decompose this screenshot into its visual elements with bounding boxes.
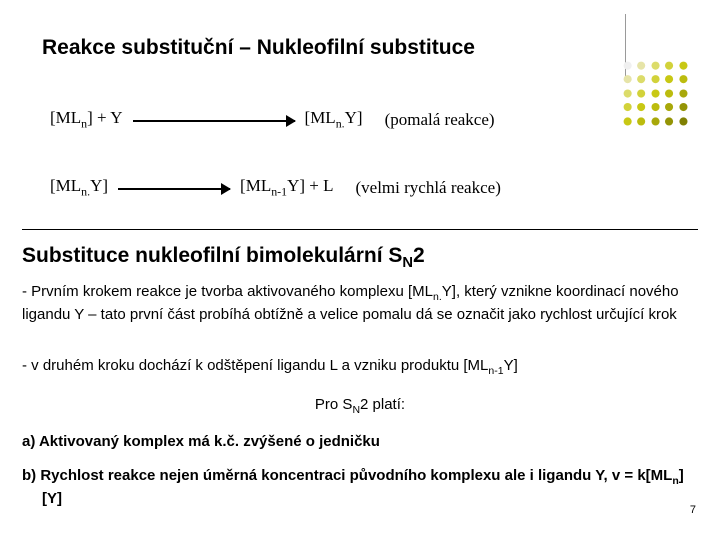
eq2-product: [MLn-1Y] + L	[240, 176, 333, 199]
dot-icon	[651, 75, 659, 83]
equations-panel: [MLn] + Y [MLn.Y] (pomalá reakce) [MLn.Y…	[22, 90, 698, 230]
eq1-left: [MLn] + Y	[22, 108, 123, 131]
paragraph-2: - v druhém kroku dochází k odštěpení lig…	[22, 356, 692, 379]
dot-icon	[624, 62, 632, 70]
dot-icon	[679, 75, 687, 83]
eq1-note: (pomalá reakce)	[363, 110, 495, 130]
list-item-b: b) Rychlost reakce nejen úměrná koncentr…	[22, 466, 692, 509]
eq1-arrow-icon	[133, 110, 295, 130]
eq2-left: [MLn.Y]	[22, 176, 108, 199]
dot-icon	[651, 62, 659, 70]
dot-icon	[665, 75, 673, 83]
list-item-a: a) Aktivovaný komplex má k.č. zvýšené o …	[22, 432, 692, 452]
equation-1: [MLn] + Y [MLn.Y] (pomalá reakce)	[22, 90, 698, 150]
page-title: Reakce substituční – Nukleofilní substit…	[42, 36, 475, 60]
dot-icon	[665, 62, 673, 70]
section-subtitle: Substituce nukleofilní bimolekulární SN2	[22, 244, 425, 271]
dot-icon	[637, 75, 645, 83]
equation-2: [MLn.Y] [MLn-1Y] + L (velmi rychlá reakc…	[22, 158, 698, 218]
platí-line: Pro SN2 platí:	[0, 396, 720, 416]
dot-icon	[637, 62, 645, 70]
eq2-arrow-icon	[118, 178, 230, 198]
eq2-note: (velmi rychlá reakce)	[334, 178, 501, 198]
eq1-product: [MLn.Y]	[305, 108, 363, 131]
paragraph-1: - Prvním krokem reakce je tvorba aktivov…	[22, 282, 692, 325]
dot-icon	[624, 75, 632, 83]
page-number: 7	[690, 504, 696, 516]
dot-icon	[679, 62, 687, 70]
